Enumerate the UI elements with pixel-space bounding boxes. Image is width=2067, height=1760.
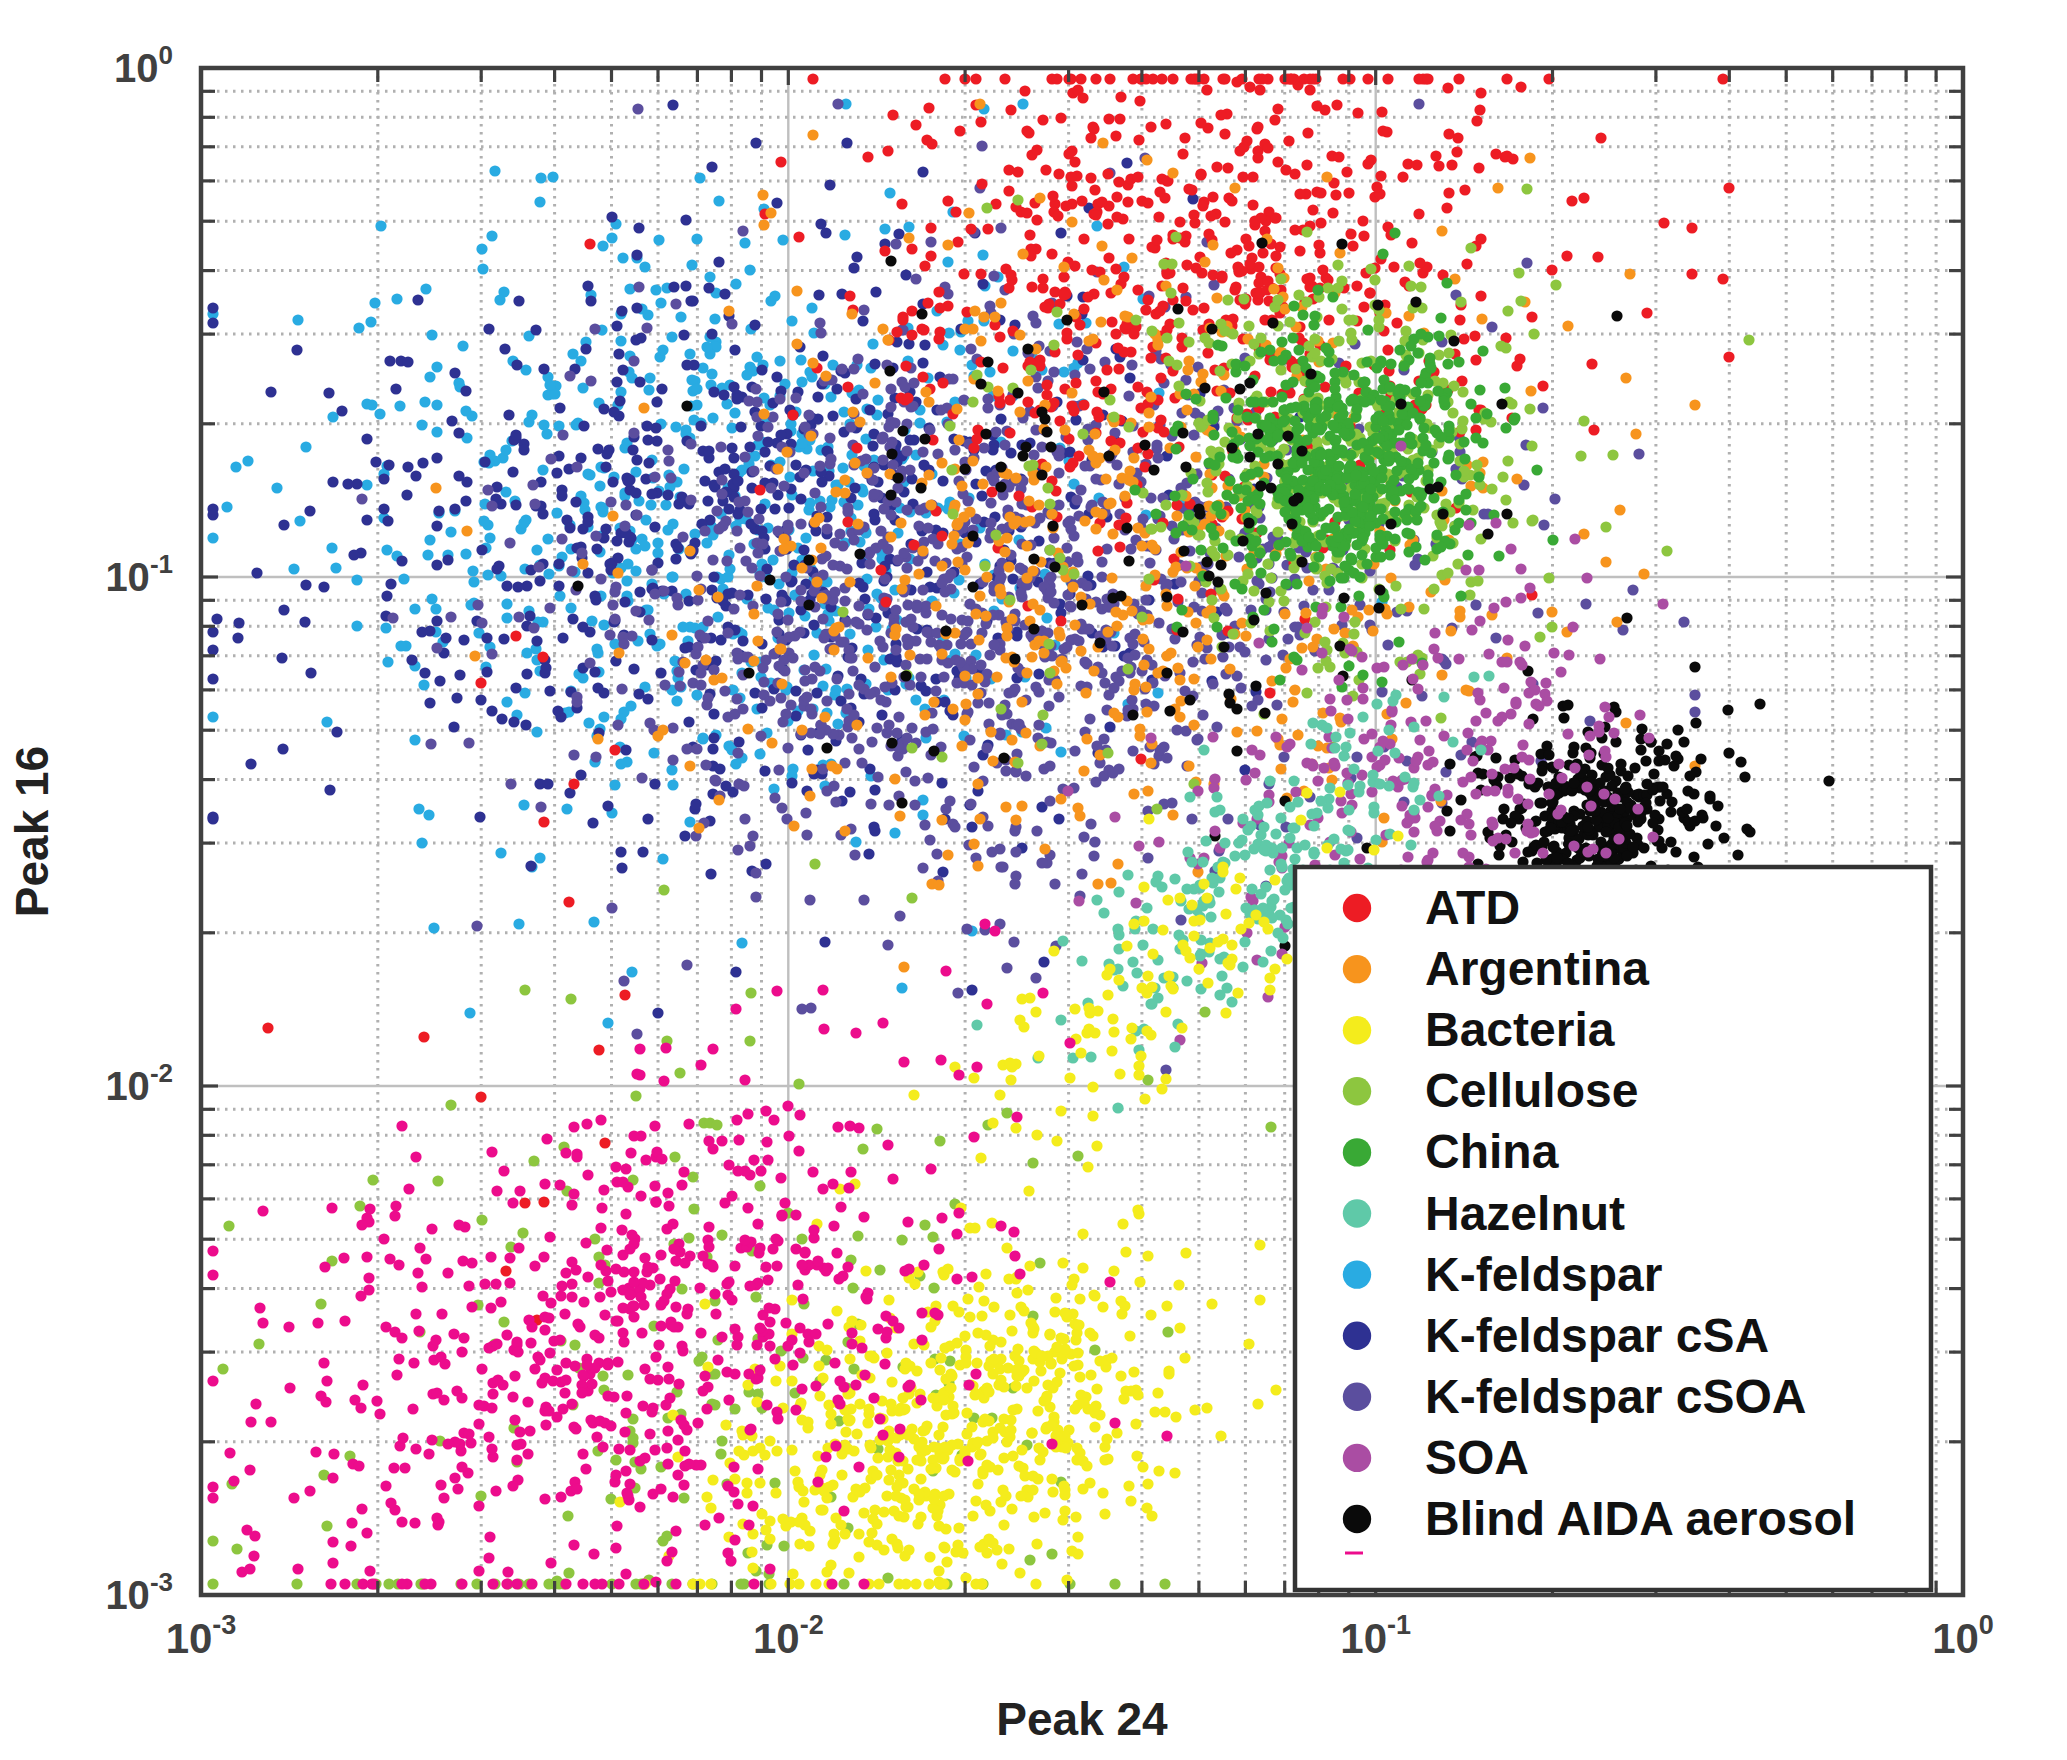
svg-text:Peak 16: Peak 16 bbox=[6, 746, 58, 917]
svg-text:K-feldspar: K-feldspar bbox=[1425, 1248, 1662, 1301]
svg-text:Argentina: Argentina bbox=[1425, 942, 1649, 995]
svg-text:K-feldspar cSA: K-feldspar cSA bbox=[1425, 1309, 1769, 1362]
svg-text:Peak 24: Peak 24 bbox=[996, 1693, 1168, 1745]
svg-text:K-feldspar cSOA: K-feldspar cSOA bbox=[1425, 1370, 1806, 1423]
svg-text:SOA: SOA bbox=[1425, 1431, 1529, 1484]
svg-text:Hazelnut: Hazelnut bbox=[1425, 1187, 1625, 1240]
svg-text:Bacteria: Bacteria bbox=[1425, 1003, 1615, 1056]
svg-text:ATD: ATD bbox=[1425, 881, 1520, 934]
svg-text:Blind AIDA aerosol: Blind AIDA aerosol bbox=[1425, 1492, 1856, 1545]
svg-text:China: China bbox=[1425, 1125, 1559, 1178]
svg-text:Cellulose: Cellulose bbox=[1425, 1064, 1638, 1117]
